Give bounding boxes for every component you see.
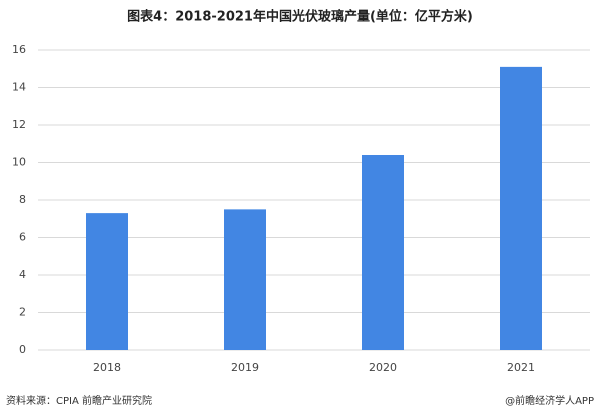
credit-note: @前瞻经济学人APP bbox=[505, 394, 594, 407]
y-tick-label: 6 bbox=[19, 231, 26, 244]
bar bbox=[500, 66, 542, 350]
source-note: 资料来源：CPIA 前瞻产业研究院 bbox=[6, 394, 152, 407]
bar bbox=[224, 209, 266, 350]
y-tick-label: 0 bbox=[19, 343, 26, 356]
y-tick-label: 16 bbox=[12, 43, 26, 56]
x-tick-label: 2020 bbox=[369, 361, 397, 374]
y-tick-label: 4 bbox=[19, 268, 26, 281]
bar bbox=[86, 213, 128, 350]
x-tick-label: 2018 bbox=[93, 361, 121, 374]
x-tick-label: 2019 bbox=[231, 361, 259, 374]
y-tick-label: 14 bbox=[12, 81, 26, 94]
y-tick-label: 10 bbox=[12, 156, 26, 169]
bar bbox=[362, 155, 404, 350]
y-tick-label: 8 bbox=[19, 193, 26, 206]
y-tick-label: 12 bbox=[12, 118, 26, 131]
y-tick-label: 2 bbox=[19, 306, 26, 319]
chart-title: 图表4：2018-2021年中国光伏玻璃产量(单位：亿平方米) bbox=[127, 9, 473, 25]
x-tick-label: 2021 bbox=[507, 361, 535, 374]
